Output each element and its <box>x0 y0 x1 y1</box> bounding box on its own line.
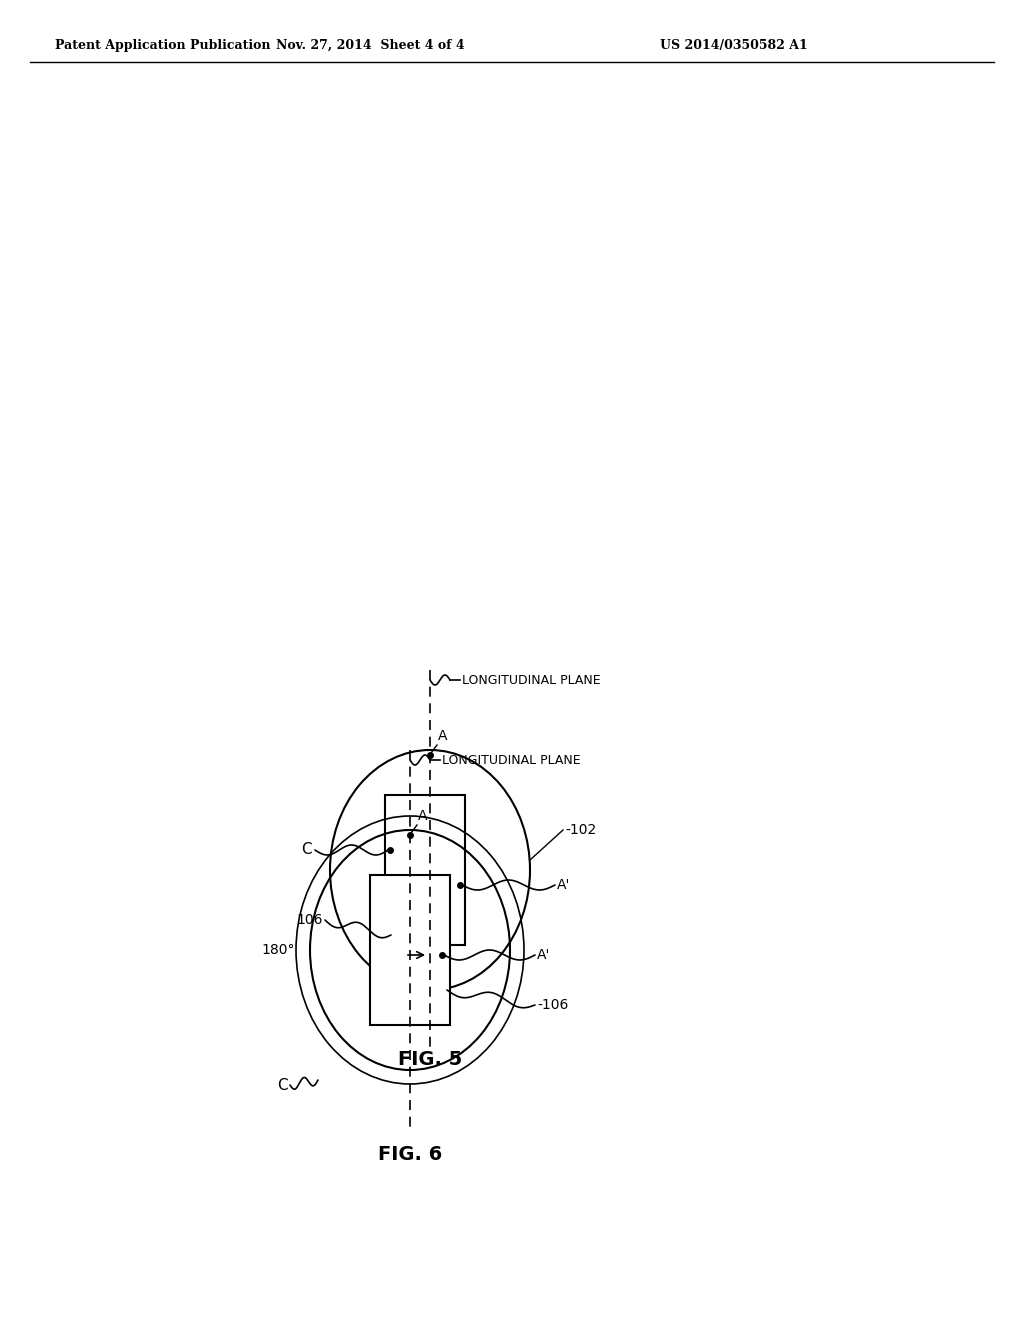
Text: LONGITUDINAL PLANE: LONGITUDINAL PLANE <box>442 754 581 767</box>
Bar <box>385 795 465 945</box>
Text: LONGITUDINAL PLANE: LONGITUDINAL PLANE <box>462 673 601 686</box>
Text: A': A' <box>537 948 550 962</box>
Bar <box>370 875 450 1026</box>
Text: -106: -106 <box>537 998 568 1012</box>
Text: FIG. 5: FIG. 5 <box>398 1049 462 1069</box>
Text: 180°: 180° <box>261 942 295 957</box>
Text: C: C <box>301 842 312 858</box>
Text: C: C <box>278 1077 288 1093</box>
Text: US 2014/0350582 A1: US 2014/0350582 A1 <box>660 38 808 51</box>
Text: FIG. 6: FIG. 6 <box>378 1144 442 1164</box>
Text: -102: -102 <box>565 822 596 837</box>
Text: A: A <box>438 729 447 743</box>
Text: Patent Application Publication: Patent Application Publication <box>55 38 270 51</box>
Text: Nov. 27, 2014  Sheet 4 of 4: Nov. 27, 2014 Sheet 4 of 4 <box>275 38 464 51</box>
Text: 106: 106 <box>297 913 323 927</box>
Text: A: A <box>418 809 427 822</box>
Text: A': A' <box>557 878 570 892</box>
